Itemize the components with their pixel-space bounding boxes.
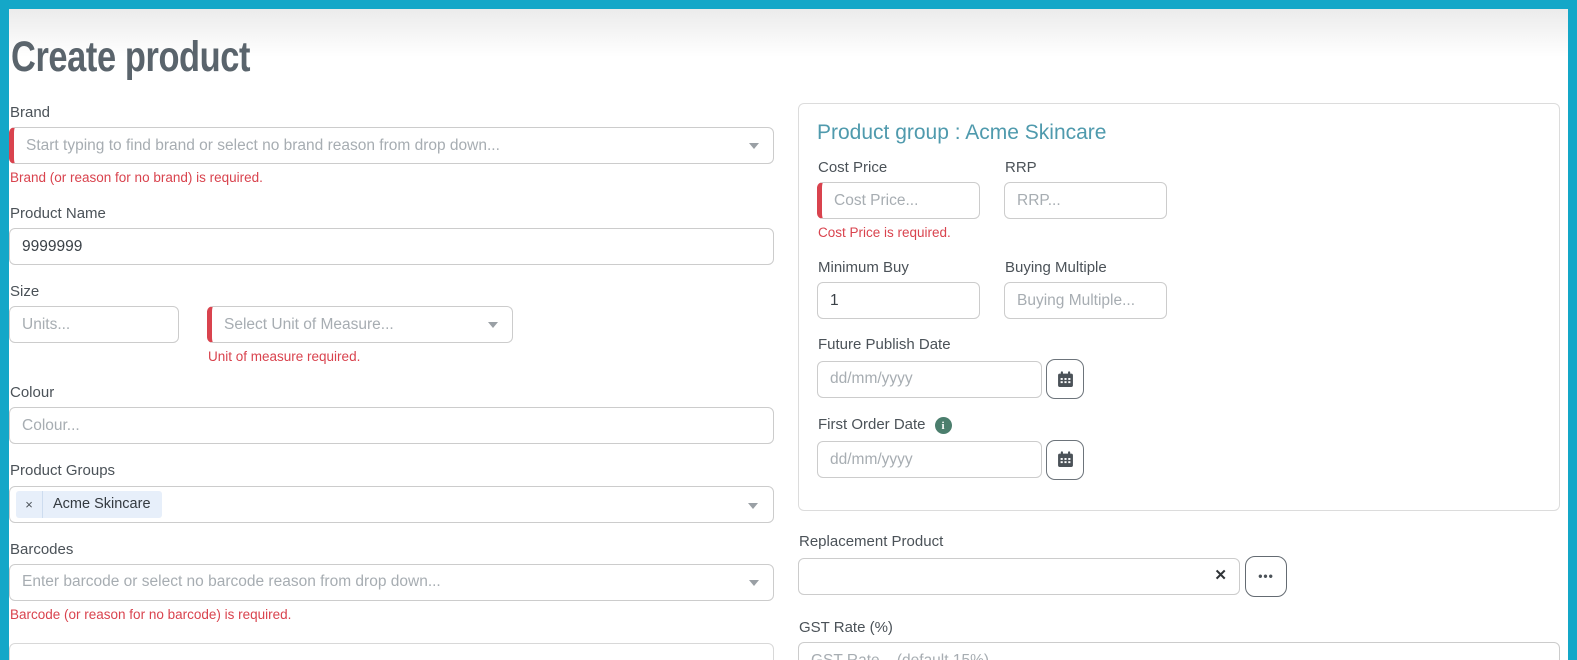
buying-multiple-field: Buying Multiple xyxy=(1004,258,1167,320)
replacement-product-field: Replacement Product ✕ ••• xyxy=(798,532,1560,597)
brand-field: Brand Brand (or reason for no brand) is … xyxy=(9,103,774,187)
remove-tag-icon[interactable]: × xyxy=(16,490,43,518)
product-groups-label: Product Groups xyxy=(10,462,116,480)
product-codes-panel: Product Codes xyxy=(9,643,774,660)
first-order-date-input[interactable] xyxy=(817,441,1042,479)
size-label: Size xyxy=(10,283,40,301)
chevron-down-icon[interactable] xyxy=(749,579,759,586)
brand-label: Brand xyxy=(10,104,51,122)
cost-price-label: Cost Price xyxy=(818,159,888,177)
calendar-button[interactable] xyxy=(1046,439,1084,480)
clear-icon[interactable]: ✕ xyxy=(1214,566,1227,584)
product-group-tag-label: Acme Skincare xyxy=(53,496,151,512)
cost-price-field: Cost Price Cost Price is required. xyxy=(817,158,980,242)
rrp-label: RRP xyxy=(1005,159,1037,177)
calendar-icon xyxy=(1057,371,1073,387)
chevron-down-icon[interactable] xyxy=(749,143,759,150)
cost-price-input[interactable] xyxy=(817,182,980,220)
product-group-panel: Product group : Acme Skincare Cost Price… xyxy=(798,103,1560,511)
future-publish-date-label: Future Publish Date xyxy=(818,336,951,354)
unit-of-measure-error: Unit of measure required. xyxy=(208,349,361,365)
first-order-date-label: First Order Date xyxy=(818,416,926,434)
chevron-down-icon[interactable] xyxy=(748,502,758,509)
barcodes-field: Barcodes Barcode (or reason for no barco… xyxy=(9,540,774,624)
brand-error: Brand (or reason for no brand) is requir… xyxy=(10,170,263,186)
unit-of-measure-select[interactable] xyxy=(207,306,513,344)
future-publish-date-input[interactable] xyxy=(817,360,1042,398)
minimum-buy-label: Minimum Buy xyxy=(818,258,909,276)
info-icon[interactable]: i xyxy=(934,417,952,435)
gst-rate-input[interactable] xyxy=(798,642,1560,660)
brand-select[interactable] xyxy=(9,127,774,165)
minimum-buy-field: Minimum Buy xyxy=(817,258,980,320)
buying-multiple-input[interactable] xyxy=(1004,282,1167,320)
product-groups-multiselect[interactable]: × Acme Skincare xyxy=(9,485,774,523)
barcodes-select[interactable] xyxy=(9,563,774,601)
buying-multiple-label: Buying Multiple xyxy=(1005,258,1107,276)
page-title: Create product xyxy=(11,33,251,81)
barcodes-label: Barcodes xyxy=(10,540,74,558)
first-order-date-field: First Order Date i xyxy=(817,415,1541,480)
future-publish-date-field: Future Publish Date xyxy=(817,335,1541,400)
calendar-icon xyxy=(1057,451,1073,468)
chevron-down-icon[interactable] xyxy=(488,322,498,329)
right-column: Product group : Acme Skincare Cost Price… xyxy=(798,103,1560,660)
gst-rate-label: GST Rate (%) xyxy=(799,618,893,636)
calendar-button[interactable] xyxy=(1046,359,1084,400)
rrp-input[interactable] xyxy=(1004,182,1167,220)
replacement-product-label: Replacement Product xyxy=(799,532,944,550)
colour-field: Colour xyxy=(9,383,774,445)
left-column: Brand Brand (or reason for no brand) is … xyxy=(9,103,774,660)
rrp-field: RRP xyxy=(1004,158,1167,242)
cost-price-error: Cost Price is required. xyxy=(818,225,951,241)
minimum-buy-input[interactable] xyxy=(817,282,980,320)
product-groups-field: Product Groups × Acme Skincare xyxy=(9,461,774,523)
browse-products-button[interactable]: ••• xyxy=(1245,555,1287,597)
colour-input[interactable] xyxy=(9,407,774,445)
barcodes-error: Barcode (or reason for no barcode) is re… xyxy=(10,606,292,622)
product-name-input[interactable] xyxy=(9,228,774,266)
size-field: Size Unit of measure required. xyxy=(9,282,774,366)
product-group-panel-heading: Product group : Acme Skincare xyxy=(817,121,1107,145)
replacement-product-input[interactable] xyxy=(798,557,1240,595)
product-name-field: Product Name xyxy=(9,204,774,266)
size-units-input[interactable] xyxy=(9,306,179,344)
colour-label: Colour xyxy=(10,384,55,401)
product-group-tag: × Acme Skincare xyxy=(16,490,162,518)
gst-rate-field: GST Rate (%) xyxy=(798,618,1560,660)
product-name-label: Product Name xyxy=(10,204,106,222)
